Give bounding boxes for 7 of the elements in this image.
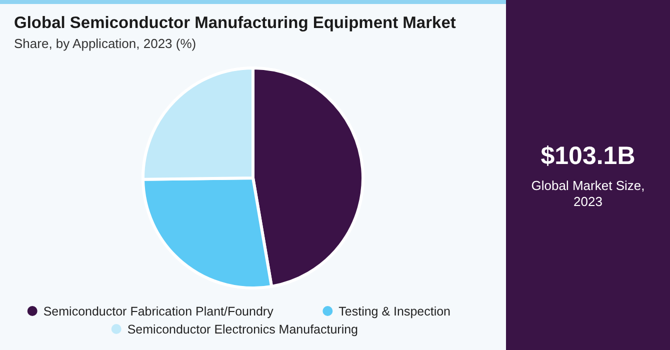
text: Global Market Size, 2023: [531, 178, 645, 209]
legend-label: Testing & Inspection: [338, 304, 451, 318]
legend-label: Semiconductor Electronics Manufacturing: [127, 322, 358, 336]
chart-subtitle: Share, by Application, 2023 (%): [14, 36, 196, 51]
chart-title: Global Semiconductor Manufacturing Equipment Market: [14, 14, 456, 32]
text: $103.1B: [540, 142, 636, 170]
legend-label: Semiconductor Fabrication Plant/Foundry: [43, 304, 274, 318]
